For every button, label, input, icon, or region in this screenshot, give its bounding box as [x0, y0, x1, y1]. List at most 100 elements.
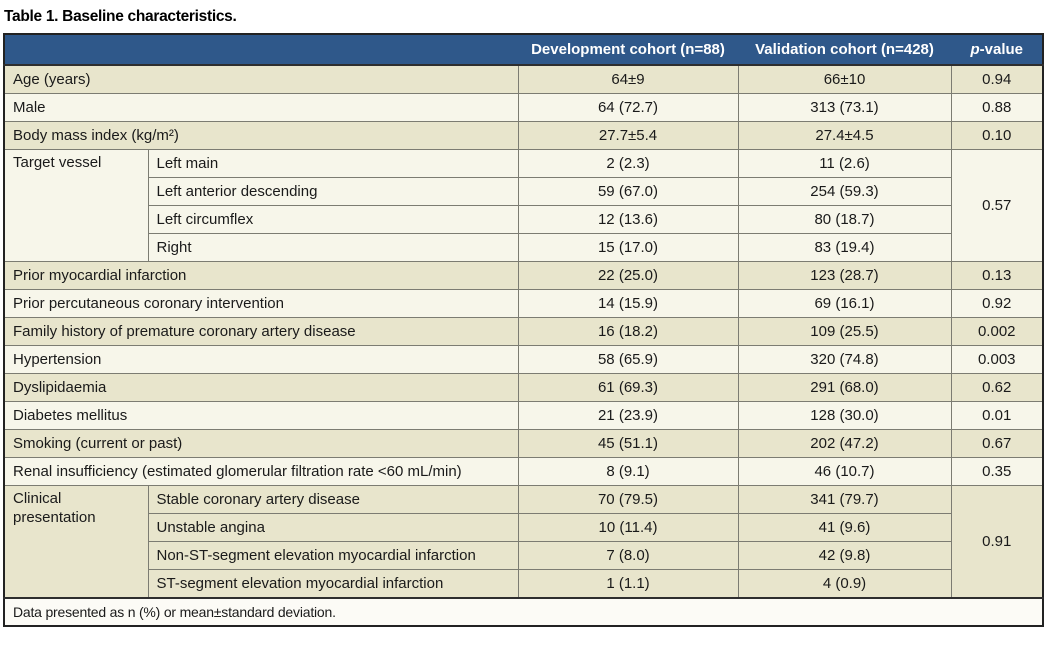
dev-value-cell: 2 (2.3) — [517, 149, 739, 178]
row-label: Age (years) — [3, 64, 519, 94]
row-label: Hypertension — [3, 345, 519, 374]
table-row-family-history: Family history of premature coronary art… — [3, 317, 1044, 346]
val-value-cell: 42 (9.8) — [737, 541, 952, 570]
dev-value-cell: 64 (72.7) — [517, 93, 739, 122]
p-value-cell: 0.13 — [950, 261, 1044, 290]
dev-value-cell: 22 (25.0) — [517, 261, 739, 290]
p-value-cell: 0.88 — [950, 93, 1044, 122]
table-row-target-vessel-4: Right 15 (17.0) 83 (19.4) — [4, 233, 1043, 262]
row-sublabel: Unstable angina — [147, 513, 519, 542]
dev-value-cell: 45 (51.1) — [517, 429, 739, 458]
table-row-age: Age (years) 64±9 66±10 0.94 — [3, 64, 1044, 94]
row-label: Male — [3, 93, 519, 122]
val-value-cell: 291 (68.0) — [737, 373, 952, 402]
p-italic: p — [970, 41, 980, 58]
p-value-cell: 0.003 — [950, 345, 1044, 374]
val-value-cell: 46 (10.7) — [737, 457, 952, 486]
table-row-clinical-presentation-3: Non-ST-segment elevation myocardial infa… — [4, 541, 1043, 570]
row-label: Smoking (current or past) — [3, 429, 519, 458]
table-row-target-vessel-3: Left circumflex 12 (13.6) 80 (18.7) — [4, 205, 1043, 234]
table-row-renal-insufficiency: Renal insufficiency (estimated glomerula… — [3, 457, 1044, 486]
dev-value-cell: 70 (79.5) — [517, 485, 739, 514]
row-label: Renal insufficiency (estimated glomerula… — [3, 457, 519, 486]
p-value-cell: 0.62 — [950, 373, 1044, 402]
val-value-cell: 41 (9.6) — [737, 513, 952, 542]
val-value-cell: 109 (25.5) — [737, 317, 952, 346]
row-sublabel: ST-segment elevation myocardial infarcti… — [147, 569, 519, 599]
dev-value-cell: 21 (23.9) — [517, 401, 739, 430]
row-label: Family history of premature coronary art… — [3, 317, 519, 346]
col-header-empty — [3, 33, 519, 66]
dev-value-cell: 10 (11.4) — [517, 513, 739, 542]
p-value-cell: 0.67 — [950, 429, 1044, 458]
dev-value-cell: 12 (13.6) — [517, 205, 739, 234]
val-value-cell: 4 (0.9) — [737, 569, 952, 599]
row-sublabel: Left anterior descending — [147, 177, 519, 206]
p-value-cell: 0.92 — [950, 289, 1044, 318]
p-value-cell: 0.94 — [950, 64, 1044, 94]
val-value-cell: 80 (18.7) — [737, 205, 952, 234]
table-row-clinical-presentation-4: ST-segment elevation myocardial infarcti… — [4, 569, 1043, 599]
p-value-cell: 0.002 — [950, 317, 1044, 346]
dev-value-cell: 15 (17.0) — [517, 233, 739, 262]
table-row-prior-mi: Prior myocardial infarction 22 (25.0) 12… — [3, 261, 1044, 290]
row-label: Body mass index (kg/m²) — [3, 121, 519, 150]
baseline-characteristics-table: Development cohort (n=88) Validation coh… — [3, 33, 1044, 627]
table-row-clinical-presentation-1: Clinical presentation Stable coronary ar… — [3, 485, 1044, 599]
val-value-cell: 123 (28.7) — [737, 261, 952, 290]
dev-value-cell: 7 (8.0) — [517, 541, 739, 570]
table-row-male: Male 64 (72.7) 313 (73.1) 0.88 — [3, 93, 1044, 122]
table-row-hypertension: Hypertension 58 (65.9) 320 (74.8) 0.003 — [3, 345, 1044, 374]
row-sublabel: Left main — [147, 149, 519, 178]
page-title: Table 1. Baseline characteristics. — [4, 8, 237, 25]
table-row-smoking: Smoking (current or past) 45 (51.1) 202 … — [3, 429, 1044, 458]
row-sublabel: Stable coronary artery disease — [147, 485, 519, 514]
val-value-cell: 27.4±4.5 — [737, 121, 952, 150]
table-row-prior-pci: Prior percutaneous coronary intervention… — [3, 289, 1044, 318]
row-sublabel: Non-ST-segment elevation myocardial infa… — [147, 541, 519, 570]
val-value-cell: 320 (74.8) — [737, 345, 952, 374]
p-value-cell: 0.57 — [950, 149, 1044, 262]
dev-value-cell: 61 (69.3) — [517, 373, 739, 402]
row-label: Prior percutaneous coronary intervention — [3, 289, 519, 318]
table-row-bmi: Body mass index (kg/m²) 27.7±5.4 27.4±4.… — [3, 121, 1044, 150]
val-value-cell: 341 (79.7) — [737, 485, 952, 514]
p-rest: -value — [979, 41, 1024, 58]
val-value-cell: 128 (30.0) — [737, 401, 952, 430]
val-value-cell: 11 (2.6) — [737, 149, 952, 178]
p-value-cell: 0.01 — [950, 401, 1044, 430]
row-label: Diabetes mellitus — [3, 401, 519, 430]
dev-value-cell: 14 (15.9) — [517, 289, 739, 318]
val-value-cell: 313 (73.1) — [737, 93, 952, 122]
table-row-target-vessel-1: Target vessel Left main 2 (2.3) 11 (2.6)… — [3, 149, 1044, 262]
col-header-development: Development cohort (n=88) — [517, 33, 739, 66]
table-row-dyslipidaemia: Dyslipidaemia 61 (69.3) 291 (68.0) 0.62 — [3, 373, 1044, 402]
dev-value-cell: 58 (65.9) — [517, 345, 739, 374]
row-sublabel: Left circumflex — [147, 205, 519, 234]
val-value-cell: 83 (19.4) — [737, 233, 952, 262]
col-header-pvalue: p-value — [950, 33, 1044, 66]
header-row: Development cohort (n=88) Validation coh… — [3, 33, 1044, 66]
table-row-diabetes: Diabetes mellitus 21 (23.9) 128 (30.0) 0… — [3, 401, 1044, 430]
val-value-cell: 202 (47.2) — [737, 429, 952, 458]
p-value-cell: 0.10 — [950, 121, 1044, 150]
table-row-clinical-presentation-2: Unstable angina 10 (11.4) 41 (9.6) — [4, 513, 1043, 542]
dev-value-cell: 8 (9.1) — [517, 457, 739, 486]
row-sublabel: Right — [147, 233, 519, 262]
table-row-target-vessel-2: Left anterior descending 59 (67.0) 254 (… — [4, 177, 1043, 206]
val-value-cell: 254 (59.3) — [737, 177, 952, 206]
dev-value-cell: 27.7±5.4 — [517, 121, 739, 150]
val-value-cell: 69 (16.1) — [737, 289, 952, 318]
val-value-cell: 66±10 — [737, 64, 952, 94]
row-label: Prior myocardial infarction — [3, 261, 519, 290]
row-group-label: Target vessel — [3, 149, 149, 262]
p-value-cell: 0.35 — [950, 457, 1044, 486]
dev-value-cell: 64±9 — [517, 64, 739, 94]
row-group-label: Clinical presentation — [3, 485, 149, 599]
footnote-row: Data presented as n (%) or mean±standard… — [3, 597, 1044, 627]
dev-value-cell: 16 (18.2) — [517, 317, 739, 346]
footnote: Data presented as n (%) or mean±standard… — [3, 597, 1044, 627]
col-header-validation: Validation cohort (n=428) — [737, 33, 952, 66]
p-value-cell: 0.91 — [950, 485, 1044, 599]
dev-value-cell: 1 (1.1) — [517, 569, 739, 599]
